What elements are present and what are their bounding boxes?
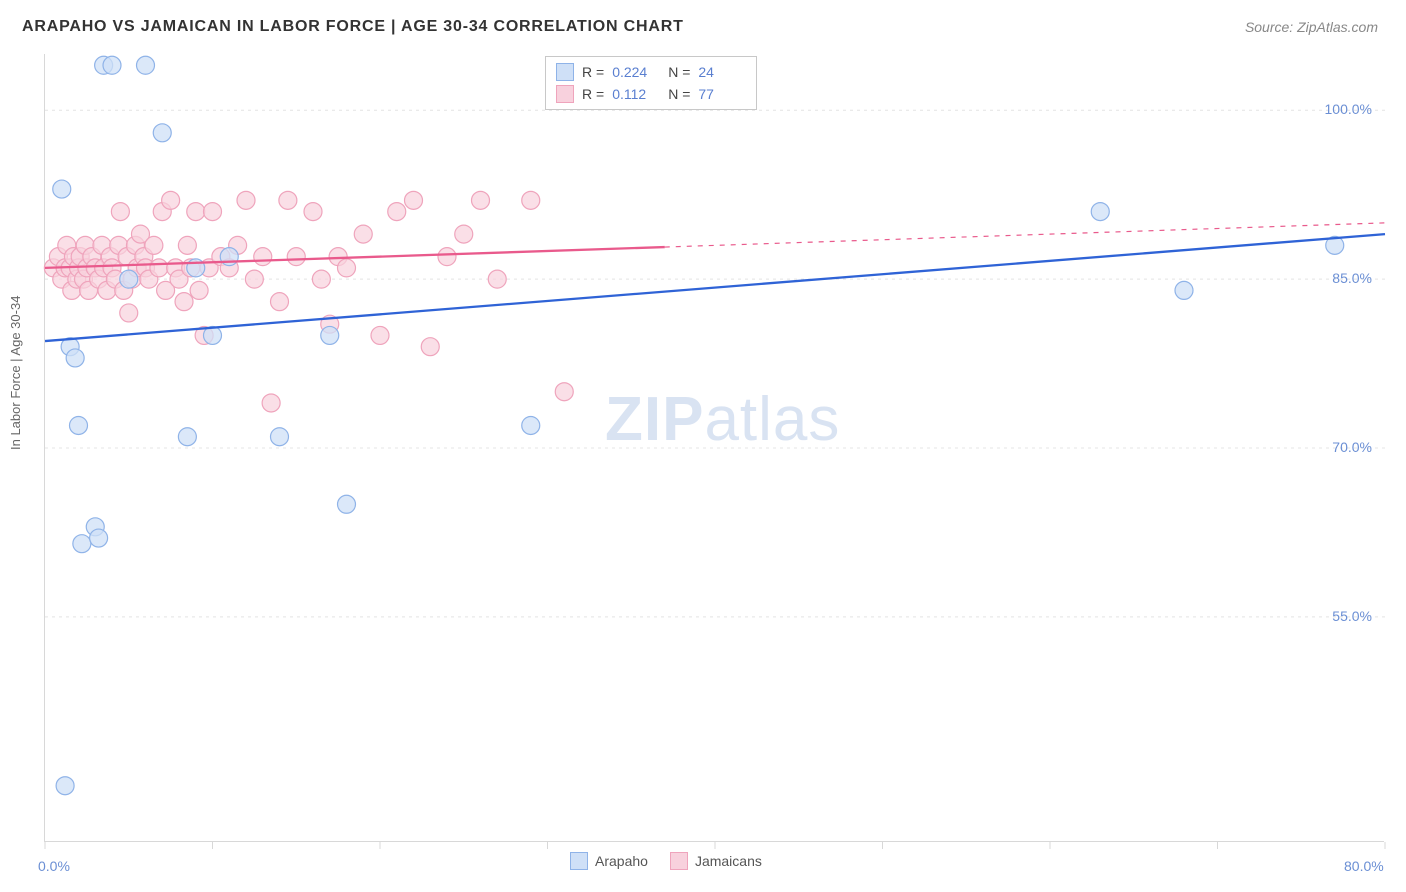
r-value-jamaicans: 0.112 [612,86,660,102]
stats-row-jamaicans: R = 0.112 N = 77 [556,83,746,105]
stats-legend: R = 0.224 N = 24 R = 0.112 N = 77 [545,56,757,110]
legend-label-arapaho: Arapaho [595,853,648,869]
y-tick: 55.0% [1332,608,1372,624]
r-value-arapaho: 0.224 [612,64,660,80]
plot-area: ZIPatlas R = 0.224 N = 24 R = 0.112 N = … [44,54,1384,842]
chart-source: Source: ZipAtlas.com [1245,19,1378,35]
y-axis-label: In Labor Force | Age 30-34 [8,296,23,450]
y-tick: 100.0% [1325,101,1372,117]
x-tick-80: 80.0% [1344,858,1384,874]
legend-item-jamaicans: Jamaicans [670,852,762,870]
legend-item-arapaho: Arapaho [570,852,648,870]
swatch-jamaicans [556,85,574,103]
stats-row-arapaho: R = 0.224 N = 24 [556,61,746,83]
x-tick-0: 0.0% [38,858,70,874]
n-value-jamaicans: 77 [698,86,746,102]
chart-title: ARAPAHO VS JAMAICAN IN LABOR FORCE | AGE… [22,18,684,36]
scatter-svg [45,54,1384,841]
legend-label-jamaicans: Jamaicans [695,853,762,869]
legend-swatch-arapaho [570,852,588,870]
series-legend: Arapaho Jamaicans [570,852,762,870]
swatch-arapaho [556,63,574,81]
y-tick: 70.0% [1332,439,1372,455]
n-value-arapaho: 24 [698,64,746,80]
legend-swatch-jamaicans [670,852,688,870]
y-tick: 85.0% [1332,270,1372,286]
chart-header: ARAPAHO VS JAMAICAN IN LABOR FORCE | AGE… [0,0,1406,48]
